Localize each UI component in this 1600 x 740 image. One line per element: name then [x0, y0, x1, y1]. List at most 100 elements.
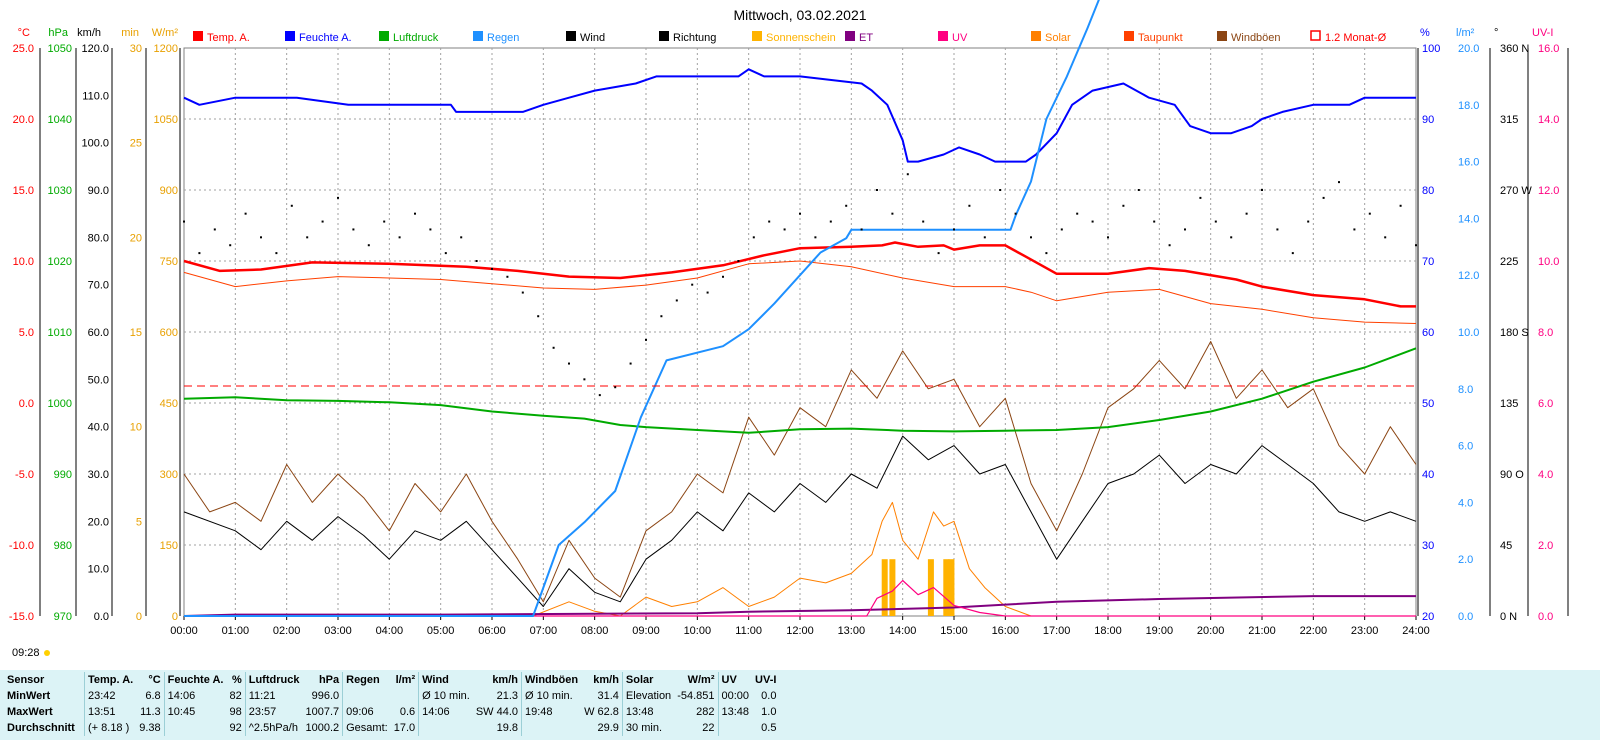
sunshine-bar	[889, 559, 896, 616]
stats-header-cell: %	[231, 674, 242, 686]
direction-dot	[660, 315, 663, 318]
direction-dot	[244, 212, 247, 215]
pressure-axis-tick-label: 1030	[48, 185, 72, 197]
legend-swatch	[193, 31, 203, 41]
stats-cell: 13:48	[717, 704, 753, 720]
stats-cell	[717, 720, 753, 736]
solar-axis-tick-label: 1200	[154, 43, 178, 55]
stats-cell: 1000.2	[305, 722, 340, 734]
rain-axis-tick-label: 18.0	[1458, 100, 1479, 112]
stats-cell: -54.851	[677, 690, 715, 702]
wind-series-line	[183, 435, 1417, 607]
stats-header-cell: W/m²	[687, 674, 715, 686]
rain-axis-tick-label: 10.0	[1458, 327, 1479, 339]
temp-axis-tick-label: 0.0	[19, 398, 34, 410]
stats-cell: 10:45	[163, 704, 227, 720]
legend-swatch	[938, 31, 948, 41]
stats-header-cell: Luftdruck	[244, 672, 303, 688]
legend-label: 1.2 Monat-Ø	[1325, 32, 1387, 44]
legend-label: Temp. A.	[207, 32, 250, 44]
rain-series-line	[184, 0, 1100, 617]
direction-dot	[953, 228, 955, 231]
statistics-row-max: MaxWert 13:51 11.3 10:45 98 23:57 1007.7 09:06 0…	[4, 704, 779, 720]
legend-label: Feuchte A.	[299, 32, 352, 44]
direction-dot	[614, 386, 617, 389]
stats-cell: 29.9	[597, 722, 619, 734]
direction-axis-tick-label: 135	[1500, 398, 1518, 410]
stats-cell: 17.0	[393, 722, 416, 734]
wind-axis-tick-label: 90.0	[88, 185, 109, 197]
direction-dot	[845, 204, 848, 207]
direction-dot	[198, 252, 201, 255]
stats-cell: 996.0	[311, 690, 340, 702]
stats-cell: 98	[229, 706, 242, 718]
rain-axis-tick-label: 14.0	[1458, 213, 1479, 225]
stats-cell: 13:48	[621, 704, 675, 720]
temp-axis-tick-label: -5.0	[15, 469, 34, 481]
stats-row-label: MinWert	[7, 690, 51, 702]
stats-cell: 282	[696, 706, 715, 718]
wind-axis-tick-label: 80.0	[88, 232, 109, 244]
direction-dot	[1214, 220, 1217, 223]
wind-axis-tick-label: 70.0	[88, 280, 109, 292]
stats-cell: 13:51	[84, 704, 137, 720]
direction-dot	[1122, 204, 1125, 207]
direction-dot	[1060, 228, 1063, 231]
direction-dot	[814, 236, 817, 239]
temp-axis-tick-label: 10.0	[13, 256, 34, 268]
direction-dot	[1168, 244, 1171, 247]
x-tick-label: 16:00	[992, 625, 1020, 637]
sunshine-axis-tick-label: 10	[130, 422, 142, 434]
direction-dot	[1291, 252, 1294, 255]
direction-dot	[213, 228, 216, 231]
direction-dot	[768, 220, 771, 223]
legend-swatch	[285, 31, 295, 41]
direction-dot	[475, 260, 478, 262]
stats-cell: 21.3	[496, 690, 518, 702]
rain-axis-tick-label: 8.0	[1458, 384, 1473, 396]
direction-dot	[521, 291, 524, 294]
stats-cell: 11.3	[140, 706, 161, 718]
statistics-row-avg: Durchschnitt (+ 8.18 ) 9.38 92 ^2.5hPa/h 1000…	[4, 720, 779, 736]
stats-header-cell: hPa	[318, 674, 340, 686]
wind-axis-tick-label: 30.0	[88, 469, 109, 481]
humidity-axis-tick-label: 70	[1422, 256, 1434, 268]
x-tick-label: 10:00	[684, 625, 712, 637]
wind-axis-tick-label: 110.0	[82, 90, 109, 102]
legend-swatch	[1310, 30, 1321, 41]
stats-cell	[521, 720, 582, 736]
stats-header-cell: km/h	[593, 674, 619, 686]
stats-cell: (+ 8.18 )	[84, 720, 137, 736]
direction-dot	[598, 394, 601, 397]
direction-dot	[752, 236, 755, 239]
direction-dot	[1230, 236, 1233, 239]
legend-swatch	[379, 31, 389, 41]
direction-dot	[552, 346, 555, 349]
x-tick-label: 14:00	[889, 625, 917, 637]
stats-cell: 30 min.	[621, 720, 675, 736]
stats-header-cell: Solar	[621, 672, 675, 688]
direction-dot	[1199, 196, 1202, 199]
stats-header-cell: km/h	[492, 674, 518, 686]
stats-header-cell: l/m²	[395, 674, 416, 686]
uv-axis-tick-label: 16.0	[1538, 43, 1559, 55]
direction-dot	[398, 236, 401, 239]
x-axis: 00:00 01:00 02:00 03:00 04:00 05:00 06:00 07:00…	[170, 616, 1430, 637]
direction-dot	[829, 220, 832, 223]
sun-icon	[44, 650, 50, 656]
wind-axis-tick-label: 60.0	[88, 327, 109, 339]
stats-cell: ^2.5hPa/h	[244, 720, 303, 736]
sunshine-axis-tick-label: 5	[136, 516, 142, 528]
pressure-axis-tick-label: 990	[54, 469, 72, 481]
x-tick-label: 24:00	[1402, 625, 1430, 637]
stats-row-label: Durchschnitt	[7, 722, 75, 734]
direction-dot	[876, 189, 878, 191]
direction-dot	[1030, 236, 1032, 239]
legend-swatch	[1217, 31, 1227, 41]
direction-dot	[922, 220, 925, 223]
x-tick-label: 07:00	[530, 625, 558, 637]
x-tick-label: 15:00	[940, 625, 968, 637]
chart-legend: Temp. A. Feuchte A. Luftdruck Regen Wind Rich…	[193, 30, 1387, 44]
direction-dot	[1137, 189, 1140, 191]
legend-label: ET	[859, 32, 873, 44]
